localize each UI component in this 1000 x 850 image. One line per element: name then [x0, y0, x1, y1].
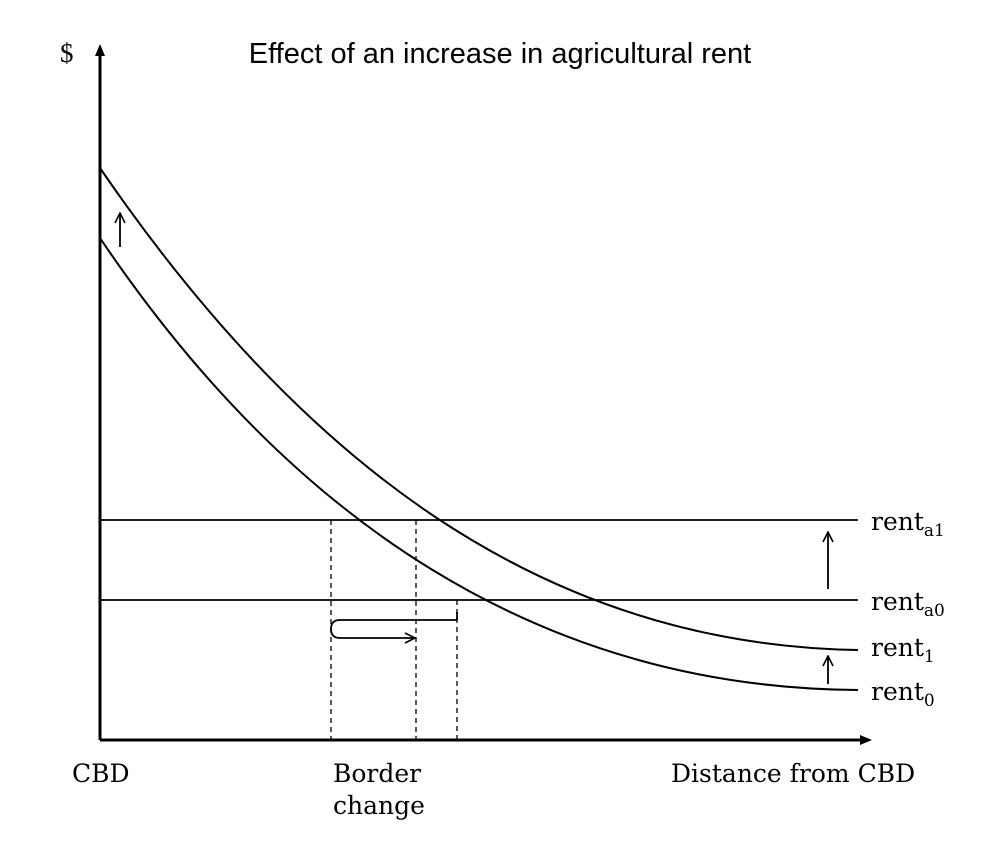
border-change-label-line2: change: [333, 791, 425, 820]
x-axis-origin-label: CBD: [72, 759, 130, 788]
border-shift-arrow: [330, 619, 457, 638]
chart-title: Effect of an increase in agricultural re…: [249, 38, 751, 70]
y-axis-label: $: [60, 38, 74, 68]
rent-a0-label: renta0: [871, 587, 945, 621]
border-change-label-line1: Border: [333, 759, 421, 788]
bid-rent-curve-1: [99, 167, 859, 651]
rent-a1-label: renta1: [871, 507, 945, 541]
rent-1-label: rent1: [871, 633, 935, 667]
bid-rent-curve-0: [99, 237, 859, 691]
x-axis-label: Distance from CBD: [671, 759, 915, 788]
rent-0-label: rent0: [871, 677, 935, 711]
